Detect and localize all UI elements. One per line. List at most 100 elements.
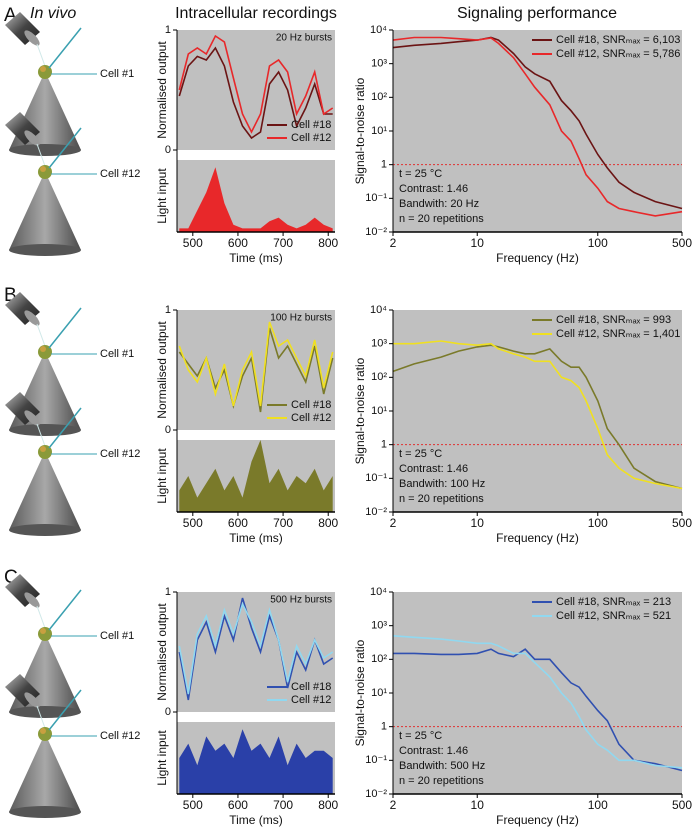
light-input — [179, 729, 333, 794]
y-tick-label: 10² — [371, 91, 387, 103]
fly-eye — [40, 166, 46, 172]
light-axis-label: Light input — [155, 168, 169, 224]
legend-label: Cell #18, SNRₘₐₓ = 213 — [556, 596, 671, 608]
annotation: n = 20 repetitions — [399, 493, 484, 505]
annotation: t = 25 °C — [399, 168, 442, 180]
legend-label: Cell #12 — [291, 694, 331, 706]
objective-lens — [24, 410, 40, 426]
cone-base — [9, 806, 81, 818]
legend-label: Cell #18 — [291, 119, 331, 131]
y-tick-label: 10⁻¹ — [365, 192, 387, 204]
x-tick-label: 100 — [588, 236, 608, 250]
legend-label: Cell #18 — [291, 681, 331, 693]
light-beam — [36, 43, 46, 67]
series-line — [178, 46, 333, 140]
plot-background — [393, 30, 682, 232]
annotation: n = 20 repetitions — [399, 213, 484, 225]
series-line — [392, 344, 683, 490]
cell-label: Cell #1 — [100, 630, 134, 642]
x-axis-label: Time (ms) — [229, 813, 283, 827]
electrode — [48, 689, 82, 731]
y-tick-label: 10³ — [371, 620, 387, 632]
y-axis-label: Normalised output — [155, 603, 169, 701]
light-input — [179, 440, 333, 512]
fly-eye — [40, 628, 46, 634]
y-tick-label: 0 — [165, 706, 171, 718]
y-tick-label: 1 — [165, 304, 171, 316]
x-tick-label: 500 — [672, 236, 692, 250]
light-beam — [36, 143, 46, 167]
annotation: t = 25 °C — [399, 448, 442, 460]
x-tick-label: 500 — [672, 516, 692, 530]
electrode — [48, 127, 82, 169]
fly-eye — [40, 66, 46, 72]
annotation: t = 25 °C — [399, 730, 442, 742]
electrode — [48, 407, 82, 449]
legend-label: Cell #12, SNRₘₐₓ = 1,401 — [556, 328, 680, 340]
annotation: Bandwith: 100 Hz — [399, 478, 485, 490]
cone-base — [9, 706, 81, 718]
cell-label: Cell #12 — [100, 730, 140, 742]
series-line — [393, 648, 683, 772]
y-axis-label: Signal-to-noise ratio — [353, 639, 367, 746]
x-tick-label: 100 — [588, 798, 608, 812]
y-tick-label: 10¹ — [371, 405, 387, 417]
column-header: Signaling performance — [457, 5, 617, 22]
light-beam — [36, 423, 46, 447]
x-tick-label: 10 — [471, 516, 485, 530]
series-line — [178, 321, 334, 407]
light-beam — [36, 323, 46, 347]
objective-lens — [24, 130, 40, 146]
x-tick-label: 2 — [390, 236, 397, 250]
y-tick-label: 0 — [165, 144, 171, 156]
y-tick-label: 10⁻¹ — [365, 472, 387, 484]
cone-base — [9, 524, 81, 536]
y-axis-label: Normalised output — [155, 41, 169, 139]
legend-label: Cell #12, SNRₘₐₓ = 521 — [556, 610, 671, 622]
legend-label: Cell #12, SNRₘₐₓ = 5,786 — [556, 48, 680, 60]
x-axis-label: Frequency (Hz) — [496, 531, 579, 545]
objective-lens — [24, 310, 40, 326]
electrode — [48, 589, 82, 631]
series-line — [392, 36, 683, 217]
y-tick-label: 10⁴ — [370, 304, 387, 316]
cell-label: Cell #12 — [100, 168, 140, 180]
y-axis-label: Signal-to-noise ratio — [353, 77, 367, 184]
annotation: Bandwith: 20 Hz — [399, 198, 479, 210]
x-tick-label: 800 — [318, 798, 338, 812]
objective-lens — [24, 692, 40, 708]
fly-eye — [40, 728, 46, 734]
fly-eye — [40, 346, 46, 352]
legend-label: Cell #18 — [291, 399, 331, 411]
y-tick-label: 10² — [371, 653, 387, 665]
y-tick-label: 1 — [165, 586, 171, 598]
y-tick-label: 10² — [371, 371, 387, 383]
x-tick-label: 100 — [588, 516, 608, 530]
legend-label: Cell #18, SNRₘₐₓ = 6,103 — [556, 34, 680, 46]
fly-eye — [40, 446, 46, 452]
annotation: 500 Hz bursts — [270, 595, 332, 606]
y-tick-label: 10⁻² — [365, 788, 387, 800]
x-tick-label: 2 — [390, 516, 397, 530]
y-tick-label: 1 — [165, 24, 171, 36]
cell-label: Cell #1 — [100, 348, 134, 360]
annotation: n = 20 repetitions — [399, 775, 484, 787]
x-tick-label: 700 — [273, 798, 293, 812]
x-tick-label: 600 — [228, 236, 248, 250]
y-tick-label: 10¹ — [371, 687, 387, 699]
y-tick-label: 1 — [381, 721, 387, 733]
y-tick-label: 10³ — [371, 58, 387, 70]
light-axis-label: Light input — [155, 448, 169, 504]
cone — [9, 458, 81, 530]
legend-label: Cell #12 — [291, 132, 331, 144]
column-header: Intracellular recordings — [175, 5, 337, 22]
y-axis-label: Signal-to-noise ratio — [353, 357, 367, 464]
series-line — [178, 597, 334, 701]
y-tick-label: 10⁻¹ — [365, 754, 387, 766]
x-tick-label: 700 — [273, 236, 293, 250]
x-tick-label: 2 — [390, 798, 397, 812]
x-tick-label: 700 — [273, 516, 293, 530]
x-tick-label: 600 — [228, 798, 248, 812]
cell-label: Cell #1 — [100, 68, 134, 80]
